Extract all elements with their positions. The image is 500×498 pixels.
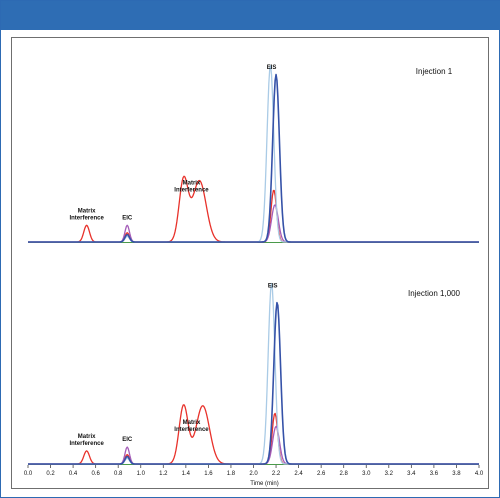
chromatogram-plot-area: Matrix Interference EIC Matrix Interference E… [11,37,489,489]
header-bar [1,1,500,30]
x-tick-label-9: 1.8 [227,471,236,477]
x-tick-label-2: 0.4 [69,471,78,477]
panel-2-annotation-2-line-1: EIC [122,437,133,443]
x-tick-label-15: 3.0 [362,471,371,477]
x-tick-label-13: 2.6 [317,471,326,477]
x-tick-label-18: 3.6 [430,471,439,477]
x-tick-label-17: 3.4 [407,471,416,477]
panel-2-trace-dark_blue [28,301,479,465]
x-tick-label-5: 1.0 [137,471,146,477]
x-tick-label-8: 1.6 [204,471,213,477]
panel-2-annotation-1-line-2: Interference [69,441,104,447]
x-tick-label-0: 0.0 [24,471,33,477]
panel-1-trace-purple [28,204,479,243]
x-tick-label-10: 2.0 [249,471,258,477]
panel-2-annotation-3-line-2: Interference [174,427,209,433]
panel-1-annotation-4-line-1: EIS [267,65,277,71]
x-tick-label-20: 4.0 [475,471,484,477]
panel-2-annotation-4-line-1: EIS [268,283,278,289]
x-tick-label-19: 3.8 [452,471,461,477]
panel-1-annotation-3-line-2: Interference [174,188,209,194]
panel-1-annotation-1-line-1: Matrix [78,208,96,214]
panel-1-annotation-2-line-1: EIC [122,215,133,221]
x-tick-label-14: 2.8 [340,471,349,477]
x-axis-title: Time (min) [250,481,278,487]
x-tick-label-11: 2.2 [272,471,281,477]
x-tick-label-12: 2.4 [294,471,303,477]
panel-1-annotation-3-line-1: Matrix [183,181,201,187]
x-tick-label-16: 3.2 [385,471,394,477]
panel-2-annotation-3-line-1: Matrix [183,420,201,426]
x-tick-label-3: 0.6 [91,471,100,477]
x-tick-label-4: 0.8 [114,471,123,477]
panel-2-trace-red [28,404,479,465]
panel-2-trace-light_blue [28,282,479,465]
panel-2-injection-label: Injection 1,000 [408,289,461,298]
panel-1-annotation-1-line-2: Interference [69,215,104,221]
panel-1-trace-red [28,175,479,243]
x-tick-label-6: 1.2 [159,471,168,477]
panel-1-trace-dark_blue [28,73,479,243]
panel-2-annotation-1-line-1: Matrix [78,434,96,440]
x-tick-label-1: 0.2 [46,471,55,477]
panel-1-injection-label: Injection 1 [416,67,453,76]
x-tick-label-7: 1.4 [182,471,191,477]
